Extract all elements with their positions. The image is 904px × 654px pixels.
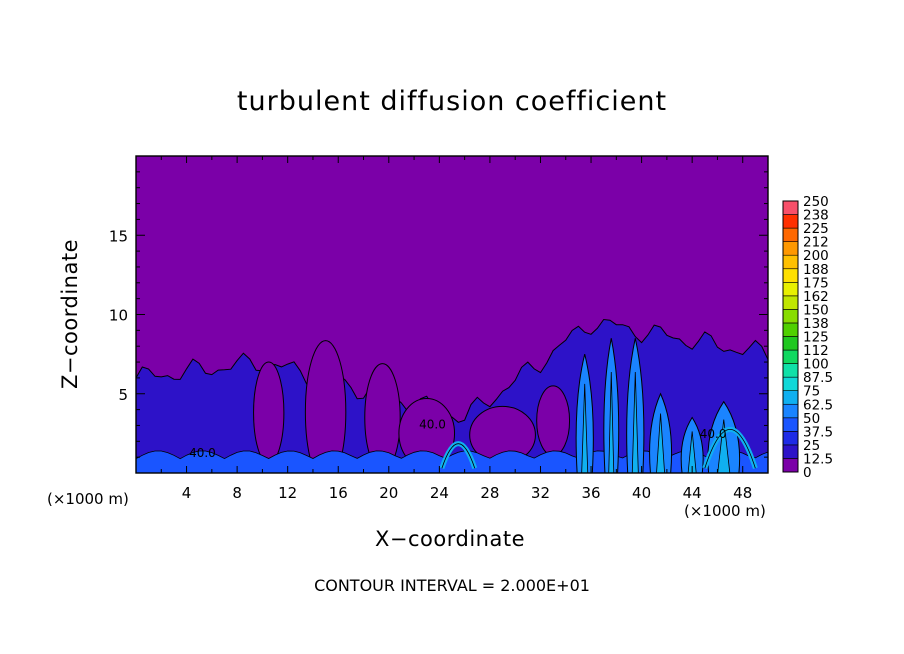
y-tick-label: 5 — [118, 386, 128, 404]
chart-title: turbulent diffusion coefficient — [236, 86, 668, 117]
contour-label: 40.0 — [419, 418, 446, 432]
x-axis-label: X−coordinate — [375, 527, 525, 551]
colorbar-swatch — [782, 403, 799, 419]
plume-core — [717, 419, 731, 473]
colorbar: 012.52537.55062.57587.510011212513815016… — [782, 194, 833, 481]
x-tick-label: 16 — [329, 484, 348, 502]
x-tick-label: 32 — [531, 484, 550, 502]
y-tick-label: 15 — [109, 227, 128, 245]
colorbar-swatch — [782, 214, 799, 229]
x-tick-label: 12 — [278, 484, 297, 502]
x-tick-label: 8 — [232, 484, 242, 502]
y-tick-label: 10 — [109, 307, 128, 325]
x-tick-label: 24 — [430, 484, 449, 502]
colorbar-swatch — [782, 336, 799, 351]
colorbar-label: 62.5 — [803, 397, 833, 413]
colorbar-swatch — [782, 268, 799, 283]
plume-core — [687, 431, 697, 473]
colorbar-swatch — [782, 417, 799, 432]
colorbar-swatch — [782, 363, 799, 378]
x-tick-label: 40 — [632, 484, 651, 502]
colorbar-frame — [782, 200, 799, 473]
low-diffusion-region — [304, 340, 347, 473]
colorbar-label: 212 — [803, 235, 829, 251]
colorbar-swatch — [782, 200, 799, 215]
colorbar-swatch — [782, 309, 799, 324]
plume-core — [608, 371, 615, 473]
contour-label: 40.0 — [700, 427, 727, 441]
colorbar-label: 12.5 — [803, 451, 833, 467]
colorbar-swatch — [782, 254, 799, 270]
colorbar-swatch — [782, 376, 799, 391]
colorbar-label: 162 — [803, 289, 829, 305]
x-tick-label: 48 — [733, 484, 752, 502]
low-diffusion-region — [253, 361, 285, 464]
colorbar-label: 100 — [803, 357, 829, 373]
plume-core — [656, 413, 666, 473]
x-tick-label: 20 — [379, 484, 398, 502]
colorbar-swatch — [782, 431, 799, 446]
colorbar-label: 0 — [803, 465, 812, 481]
colorbar-swatch — [782, 281, 799, 297]
colorbar-label: 125 — [803, 330, 829, 346]
colorbar-label: 250 — [803, 194, 829, 210]
x-tick-label: 4 — [182, 484, 192, 502]
low-diffusion-region — [536, 385, 571, 457]
colorbar-label: 138 — [803, 316, 829, 332]
colorbar-label: 238 — [803, 208, 829, 224]
x-tick-label: 36 — [581, 484, 600, 502]
colorbar-swatch — [782, 241, 799, 256]
contour-label: 40.0 — [189, 446, 216, 460]
colorbar-swatch — [782, 390, 799, 405]
colorbar-label: 188 — [803, 262, 829, 278]
colorbar-swatch — [782, 227, 799, 242]
contour-interval-note: CONTOUR INTERVAL = 2.000E+01 — [314, 576, 590, 595]
y-axis-label: Z−coordinate — [58, 239, 82, 389]
colorbar-label: 37.5 — [803, 424, 833, 440]
colorbar-swatch — [782, 295, 799, 310]
plume-core — [631, 371, 639, 473]
colorbar-swatch — [782, 458, 799, 473]
colorbar-label: 50 — [803, 411, 820, 427]
colorbar-swatch — [782, 322, 799, 337]
plume-core — [581, 383, 589, 473]
x-tick-label: 28 — [480, 484, 499, 502]
arch-contour — [441, 443, 476, 469]
colorbar-label: 150 — [803, 302, 829, 318]
colorbar-label: 200 — [803, 248, 829, 264]
colorbar-label: 175 — [803, 275, 829, 291]
colorbar-label: 112 — [803, 343, 829, 359]
colorbar-label: 87.5 — [803, 370, 833, 386]
colorbar-swatch — [782, 444, 799, 459]
heatmap-plot: 40.0 40.0 40.0 — [136, 156, 768, 473]
x-unit-label-left: (×1000 m) — [47, 490, 129, 508]
arch-contour — [704, 429, 756, 469]
colorbar-label: 75 — [803, 384, 820, 400]
x-unit-label-right: (×1000 m) — [684, 502, 766, 520]
colorbar-swatch — [782, 349, 799, 364]
colorbar-label: 25 — [803, 438, 820, 454]
x-tick-label: 44 — [683, 484, 702, 502]
colorbar-label: 225 — [803, 221, 829, 237]
